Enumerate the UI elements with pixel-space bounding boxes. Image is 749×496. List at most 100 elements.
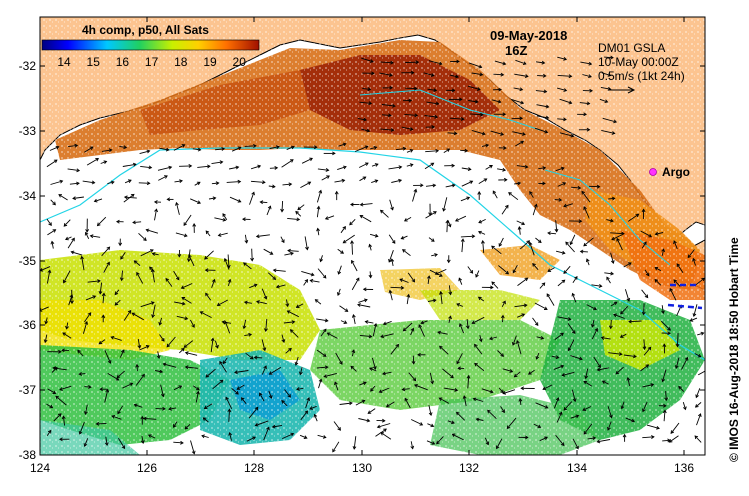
current-arrow (72, 196, 84, 201)
current-arrow (333, 421, 341, 431)
current-arrow (281, 159, 294, 168)
current-arrow (654, 278, 662, 286)
current-arrow (517, 277, 529, 286)
current-arrow (140, 435, 145, 444)
current-arrow (498, 387, 504, 394)
current-arrow (296, 387, 304, 391)
current-arrow (462, 395, 467, 407)
current-arrow (78, 422, 85, 435)
current-arrow (478, 230, 486, 235)
current-arrow (334, 178, 346, 183)
current-arrow (82, 180, 96, 185)
current-arrow (563, 203, 573, 208)
current-arrow (692, 257, 696, 266)
current-arrow (99, 387, 108, 392)
current-arrow (443, 148, 451, 153)
current-arrow (399, 278, 409, 283)
current-arrow (489, 336, 498, 341)
current-arrow (50, 240, 55, 249)
current-arrow (515, 339, 522, 355)
current-arrow (119, 349, 125, 358)
current-arrow (361, 57, 374, 63)
current-arrow (175, 232, 188, 238)
y-tick-label: -38 (19, 448, 37, 462)
current-arrow (511, 116, 524, 121)
current-arrow (156, 351, 161, 360)
current-arrow (512, 264, 518, 274)
current-arrow (250, 248, 254, 262)
current-arrow (222, 357, 228, 365)
current-arrow (442, 197, 448, 212)
current-arrow (423, 72, 435, 77)
current-arrow (497, 167, 507, 172)
current-arrow (673, 279, 681, 287)
x-tick-label: 124 (30, 461, 50, 475)
current-arrow (197, 164, 211, 169)
current-arrow (536, 335, 545, 340)
current-arrow (613, 313, 625, 319)
current-arrow (604, 271, 615, 276)
current-arrow (317, 434, 327, 439)
current-arrow (555, 166, 565, 172)
current-arrow (82, 320, 89, 334)
current-arrow (183, 340, 194, 348)
current-arrow (380, 333, 394, 339)
current-arrow (610, 231, 625, 236)
current-arrow (184, 351, 198, 356)
current-arrow (80, 255, 85, 271)
current-arrow (557, 316, 572, 321)
current-arrow (133, 403, 143, 408)
current-arrow (301, 157, 313, 164)
current-arrow (449, 117, 465, 121)
current-arrow (268, 184, 276, 189)
current-arrow (391, 178, 403, 183)
current-arrow (158, 175, 168, 181)
current-arrow (183, 214, 192, 227)
current-arrow (317, 168, 330, 172)
current-arrow (571, 389, 577, 403)
current-arrow (644, 269, 650, 277)
current-arrow (439, 290, 443, 305)
current-arrow (535, 237, 542, 244)
current-arrow (401, 70, 415, 75)
current-arrow (179, 164, 193, 168)
current-arrow (641, 303, 646, 316)
current-arrow (350, 202, 360, 207)
current-arrow (337, 265, 342, 275)
current-arrow (640, 364, 650, 372)
current-arrow (181, 297, 192, 304)
current-arrow (47, 349, 62, 354)
current-arrow (606, 218, 614, 223)
current-arrow (565, 241, 575, 253)
current-arrow (439, 345, 449, 355)
current-arrow (139, 345, 150, 351)
current-arrow (104, 388, 110, 403)
current-arrow (77, 349, 84, 357)
current-arrow (282, 432, 295, 440)
current-arrow (369, 145, 378, 150)
current-arrow (123, 309, 132, 321)
current-arrow (117, 405, 124, 415)
current-arrow (46, 429, 52, 437)
current-arrow (498, 265, 510, 275)
current-arrow (498, 146, 507, 150)
current-arrow (608, 319, 613, 330)
current-arrow (579, 249, 588, 254)
current-arrow (471, 129, 486, 136)
current-arrow (501, 204, 509, 215)
current-arrow (602, 117, 618, 124)
current-arrow (579, 101, 591, 106)
current-arrow (445, 183, 456, 188)
current-arrow (542, 384, 553, 391)
current-arrow (160, 384, 165, 398)
current-arrow (519, 240, 531, 250)
current-arrow (173, 144, 186, 151)
current-arrow (388, 250, 394, 263)
current-arrow (471, 316, 485, 325)
current-arrow (492, 190, 498, 199)
current-arrow (484, 437, 490, 446)
current-arrow (417, 352, 426, 357)
current-arrow (382, 85, 394, 90)
current-arrow (70, 250, 83, 256)
current-arrow (493, 112, 507, 117)
